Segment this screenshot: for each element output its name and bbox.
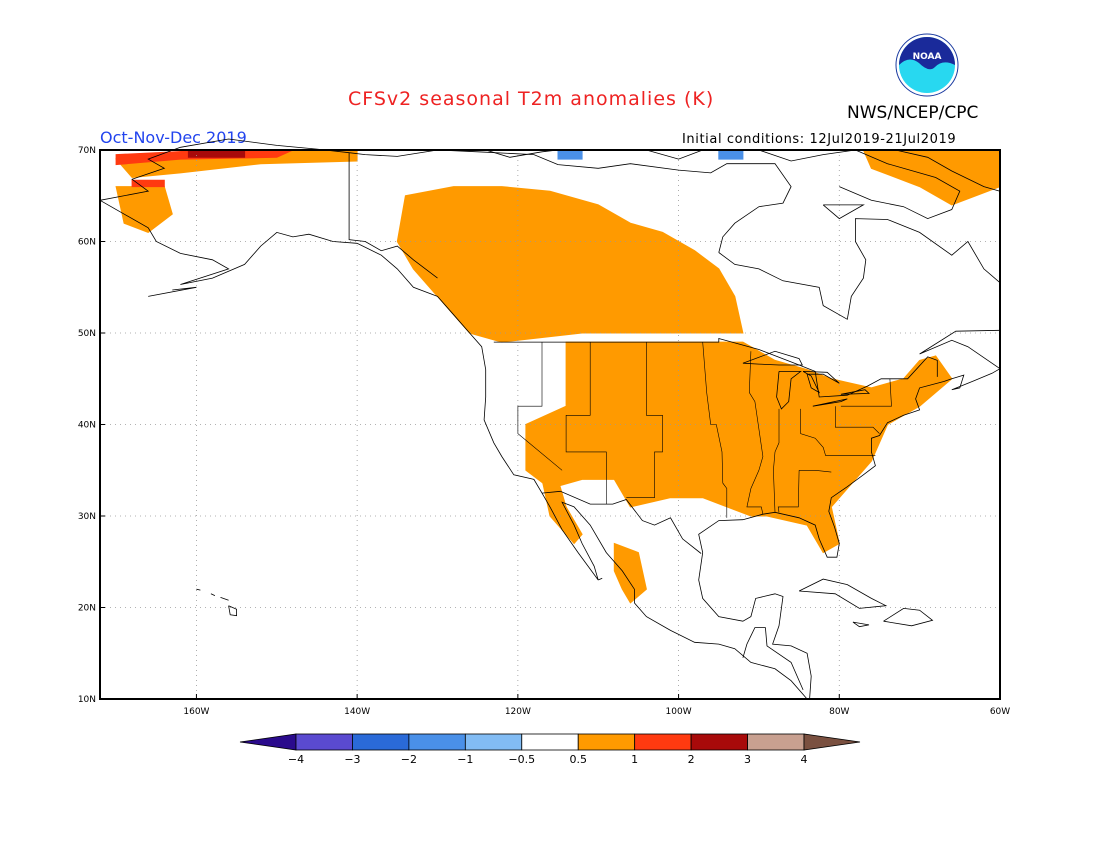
anomaly-region-arctic-islands	[557, 149, 583, 160]
state-border	[702, 342, 728, 518]
lon-tick-label: 160W	[183, 707, 209, 717]
chart-title: CFSv2 seasonal T2m anomalies (K)	[348, 88, 715, 110]
state-border	[773, 408, 780, 513]
colorbar: −4 −3 −2 −1 −0.5 0.5 1 2 3 4	[239, 733, 861, 766]
anomaly-region-arctic-islands-east	[718, 149, 744, 160]
lat-tick-label: 20N	[78, 604, 96, 614]
coastline-segment	[742, 627, 804, 691]
lon-tick-label: 60W	[990, 707, 1010, 717]
coastline-segment	[822, 204, 865, 220]
coastline-segment	[883, 607, 934, 627]
lon-tick-label: 80W	[829, 707, 849, 717]
colorbar-level-label: −4	[288, 753, 304, 766]
axis-ticks: 160W 140W 120W 100W 80W 60W 10N 20N 30N 40N 50N 60N…	[78, 146, 1010, 717]
anomaly-region-northwest-canada-and-alaska-panhandle	[396, 186, 744, 343]
coastline-segment	[148, 286, 197, 297]
coastline-segment	[196, 588, 201, 591]
anomaly-region-alaska-chukchi-coast	[131, 179, 165, 188]
anomaly-region-north-slope	[187, 149, 246, 158]
coastline-segment	[698, 368, 1001, 558]
lon-tick-label: 120W	[505, 707, 531, 717]
state-border	[840, 378, 892, 407]
lat-tick-label: 50N	[78, 329, 96, 339]
state-border	[799, 469, 832, 473]
state-border	[746, 351, 764, 515]
lon-tick-label: 140W	[344, 707, 370, 717]
lat-tick-label: 70N	[78, 146, 96, 156]
coastline-segment	[493, 337, 938, 398]
colorbar-level-label: −1	[457, 753, 473, 766]
colorbar-level-label: 3	[744, 753, 751, 766]
svg-text:NOAA: NOAA	[913, 52, 942, 62]
lat-tick-label: 10N	[78, 695, 96, 705]
coastline-segment	[220, 597, 229, 601]
warm-anomaly-layer	[115, 149, 1001, 604]
anomaly-region-central-and-eastern-united-states	[525, 341, 953, 554]
coastline-segment	[646, 149, 703, 160]
lat-tick-label: 60N	[78, 238, 96, 248]
colorbar-level-label: 2	[688, 753, 695, 766]
coastline-segment	[840, 389, 870, 395]
coastline-segment	[99, 199, 438, 297]
state-border	[626, 342, 663, 499]
colorbar-swatch	[577, 733, 636, 751]
coastline-segment	[919, 329, 1001, 370]
state-border	[777, 470, 800, 513]
colorbar-level-label: −3	[344, 753, 360, 766]
colorbar-swatch	[464, 733, 523, 751]
organization-label: NWS/NCEP/CPC	[847, 103, 979, 123]
coastline-segment	[348, 152, 438, 279]
coastlines-borders	[99, 138, 1001, 700]
coastline-segment	[798, 578, 888, 609]
colorbar-swatch	[408, 733, 466, 751]
coastline-segment	[210, 593, 216, 596]
colorbar-max-arrow	[803, 733, 861, 751]
colorbar-min-arrow	[239, 733, 297, 751]
colorbar-level-label: 4	[801, 753, 808, 766]
colorbar-swatch	[690, 733, 748, 751]
coastline-segment	[758, 149, 856, 162]
coastline-segment	[839, 149, 961, 220]
colorbar-level-label: −0.5	[508, 753, 535, 766]
colorbar-level-label: 0.5	[569, 753, 587, 766]
map-gridlines	[100, 150, 1000, 699]
colorbar-swatch	[747, 733, 805, 751]
state-border	[834, 406, 880, 434]
lat-tick-label: 40N	[78, 421, 96, 431]
lat-tick-label: 30N	[78, 512, 96, 522]
colorbar-swatch	[352, 733, 410, 751]
anomaly-region-greenland-coast	[862, 149, 1001, 206]
lon-tick-label: 100W	[666, 707, 692, 717]
coastline-segment	[598, 577, 603, 581]
state-border	[565, 342, 607, 505]
state-border	[517, 342, 563, 471]
colorbar-swatch	[295, 733, 353, 751]
initial-conditions-label: Initial conditions: 12Jul2019-21Jul2019	[682, 132, 957, 147]
coastline-segment	[742, 350, 803, 366]
very-strong-warm-anomaly-layer	[187, 149, 246, 158]
state-border	[800, 408, 876, 456]
coastline-segment	[698, 552, 812, 700]
anomaly-region-baja-california	[541, 478, 583, 545]
coastline-segment	[99, 138, 350, 201]
coastline-segment	[541, 490, 702, 554]
coastline-segment	[895, 149, 1001, 192]
noaa-logo-icon: NOAA	[895, 33, 959, 97]
colorbar-level-label: −2	[401, 753, 417, 766]
coastline-segment	[852, 621, 870, 628]
coastline-segment	[802, 371, 840, 394]
colorbar-level-label: 1	[631, 753, 638, 766]
coastline-segment	[228, 605, 238, 617]
coastline-segment	[718, 218, 1001, 320]
coastline-segment	[437, 296, 808, 700]
colorbar-swatch	[521, 733, 579, 751]
anomaly-region-northwest-mexico	[613, 542, 647, 604]
coastline-segment	[776, 370, 802, 410]
colorbar-swatch	[634, 733, 692, 751]
coastline-segment	[812, 398, 848, 407]
